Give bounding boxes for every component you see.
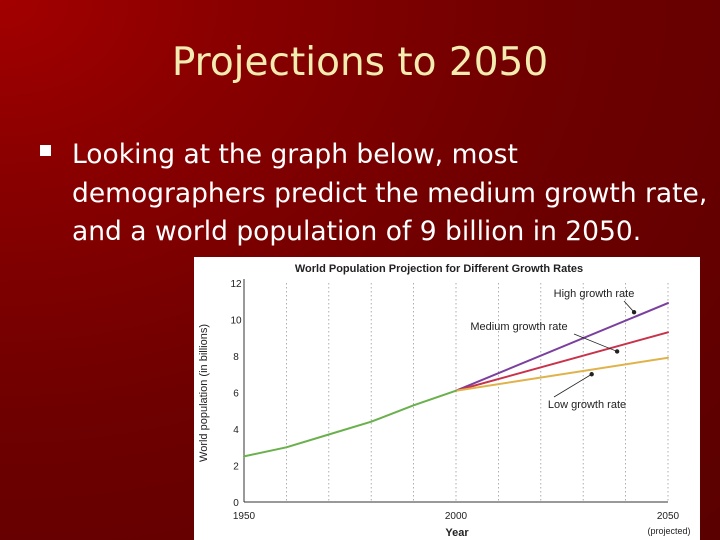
annotation-leader bbox=[553, 373, 592, 398]
series-line-3 bbox=[243, 389, 457, 458]
x-axis-label: Year bbox=[445, 527, 469, 539]
y-tick-label: 12 bbox=[230, 279, 242, 290]
x-tick-sublabel: (projected) bbox=[647, 526, 690, 536]
x-tick-label: 1950 bbox=[233, 511, 256, 522]
bullet-text: Looking at the graph below, most demogra… bbox=[72, 139, 708, 247]
annotation-dot bbox=[589, 372, 594, 377]
annotation-label: Low growth rate bbox=[548, 399, 626, 411]
population-chart: World Population Projection for Differen… bbox=[194, 257, 700, 540]
y-tick-label: 0 bbox=[233, 498, 239, 509]
axis-layer: 0 2 4 6 8 10 12 1950 2000 2050 bbox=[230, 279, 680, 522]
y-tick-label: 8 bbox=[233, 352, 239, 363]
annotation-label: Medium growth rate bbox=[470, 321, 567, 333]
series-line-0 bbox=[455, 302, 669, 392]
annotation-leader bbox=[573, 333, 618, 352]
chart-title: World Population Projection for Differen… bbox=[295, 263, 583, 275]
annotation-layer: High growth rate Medium growth rate Low gr… bbox=[470, 288, 637, 411]
square-bullet-icon bbox=[40, 145, 51, 156]
x-tick-label: 2050 bbox=[657, 511, 680, 522]
annotation-leader bbox=[623, 300, 635, 313]
annotation-label: High growth rate bbox=[554, 288, 635, 300]
x-tick-label: 2000 bbox=[445, 511, 468, 522]
y-tick-label: 6 bbox=[233, 389, 239, 400]
y-axis-label: World population (in billions) bbox=[198, 324, 210, 462]
grid-layer bbox=[286, 283, 669, 502]
slide-title: Projections to 2050 bbox=[171, 40, 549, 85]
series-layer bbox=[243, 302, 669, 458]
series-line-1 bbox=[455, 331, 669, 392]
series-line-2 bbox=[455, 356, 669, 392]
annotation-dot bbox=[631, 310, 637, 315]
y-tick-label: 4 bbox=[233, 425, 239, 436]
y-tick-label: 2 bbox=[233, 462, 239, 473]
y-tick-label: 10 bbox=[230, 316, 242, 327]
annotation-dot bbox=[614, 349, 620, 354]
chart-svg: World Population Projection for Differen… bbox=[198, 263, 691, 539]
